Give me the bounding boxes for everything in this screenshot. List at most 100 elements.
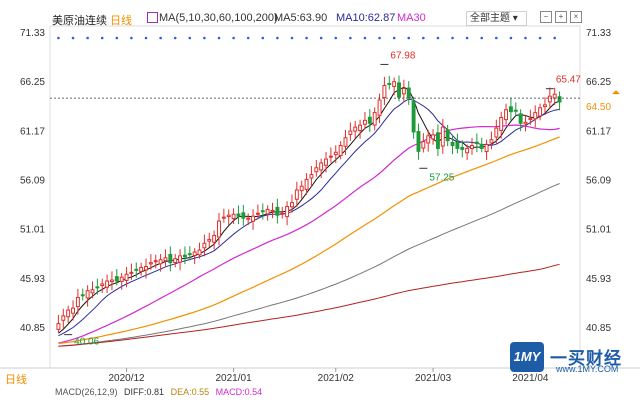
candle-down [182,254,187,258]
candle-up [285,206,290,218]
candle-up [255,212,260,215]
annotation-low: 57.25 [429,172,454,183]
event-dot [524,36,527,40]
event-dot [334,36,338,40]
candle-down [80,294,85,297]
candle-up [124,273,129,281]
candle-up [324,158,328,166]
price-up-arrow-icon [612,90,620,95]
candle-up [431,134,436,140]
y-tick-right: 51.01 [586,225,611,236]
event-dot [305,36,308,40]
candle-up [290,202,294,208]
candle-up [552,93,557,99]
candle-down [241,212,246,219]
event-dot [451,36,454,40]
ma-line-ma200 [58,263,560,347]
event-dot [86,36,89,40]
ma-params-label[interactable]: MA(5,10,30,60,100,200) [159,12,278,24]
instrument-title[interactable]: 美原油连续 [52,15,107,27]
candle-down [260,210,265,213]
candle-up [265,208,270,215]
candle-down [406,87,411,99]
candle-up [71,307,75,314]
x-tick-label: 2021/03 [415,373,452,384]
annotation-high: 67.98 [390,50,415,61]
event-dot [509,36,513,40]
ma10-value: MA10:62.87 [336,12,396,24]
candle-up [401,87,406,95]
candle-up [304,178,309,190]
event-dot [276,36,279,40]
candle-up [61,315,66,321]
macd-params: MACD(26,12,9) [55,387,118,397]
candle-down [367,116,372,124]
candle-up [100,283,105,286]
event-dot [159,36,162,40]
period-selector[interactable]: 日线 [110,15,132,27]
candle-up [192,251,197,256]
candle-up [470,145,474,149]
candle-up [362,119,367,125]
ma30-value: MA30 [397,12,426,24]
event-dot [378,36,381,40]
candle-down [518,113,523,124]
event-dot [349,36,352,40]
candle-up [338,145,343,156]
event-dot [422,36,425,40]
event-dot [261,36,265,40]
candle-up [426,135,431,144]
current-price-label: 64.50 [586,102,611,113]
candle-up [294,189,299,200]
candle-down [168,253,173,264]
event-dot [217,36,221,40]
minus-icon[interactable]: − [540,11,552,23]
candle-up [377,99,382,116]
plus-icon[interactable]: + [555,11,567,23]
candle-up [207,238,212,242]
macd-period-label[interactable]: 日线 [5,374,27,386]
event-dot [436,36,440,40]
y-tick-right: 66.25 [586,77,611,88]
candle-up [538,107,543,117]
candle-up [528,117,533,120]
y-tick-right: 40.85 [586,323,611,334]
close-icon[interactable]: × [570,11,582,23]
candle-up [343,137,348,147]
candle-up [75,296,80,307]
event-dot [144,36,148,40]
candle-up [270,209,275,212]
candle-down [275,206,280,216]
candle-down [455,141,460,149]
candle-up [139,266,144,272]
candle-up [246,217,251,220]
candle-up [144,266,148,271]
candle-down [95,286,100,289]
candle-up [105,280,110,288]
event-dot [173,36,177,40]
candle-up [148,262,153,265]
candle-up [212,235,217,243]
watermark-name: 一买财经 [550,349,622,368]
event-dot [130,36,133,40]
candle-up [217,220,221,238]
ma-indicator-icon[interactable] [147,12,158,23]
watermark: 1MY 一买财经 www.1MY.COM [510,342,630,376]
candle-up [56,323,61,330]
theme-dropdown[interactable]: 全部主题 ▾ [466,11,527,26]
candle-up [280,212,285,215]
candle-up [109,279,114,283]
candle-down [416,131,421,152]
event-dot [100,36,104,40]
plot-frame [49,25,581,369]
event-dot [57,36,60,40]
candle-up [129,271,134,274]
event-dot [465,36,469,40]
candle-up [163,257,168,262]
candle-up [319,162,324,171]
macd-legend: MACD(26,12,9) DIFF:0.81 DEA:0.55 MACD:0.… [55,387,266,397]
theme-dropdown-label: 全部主题 [470,13,510,24]
candle-down [134,268,139,271]
candle-up [358,124,363,131]
